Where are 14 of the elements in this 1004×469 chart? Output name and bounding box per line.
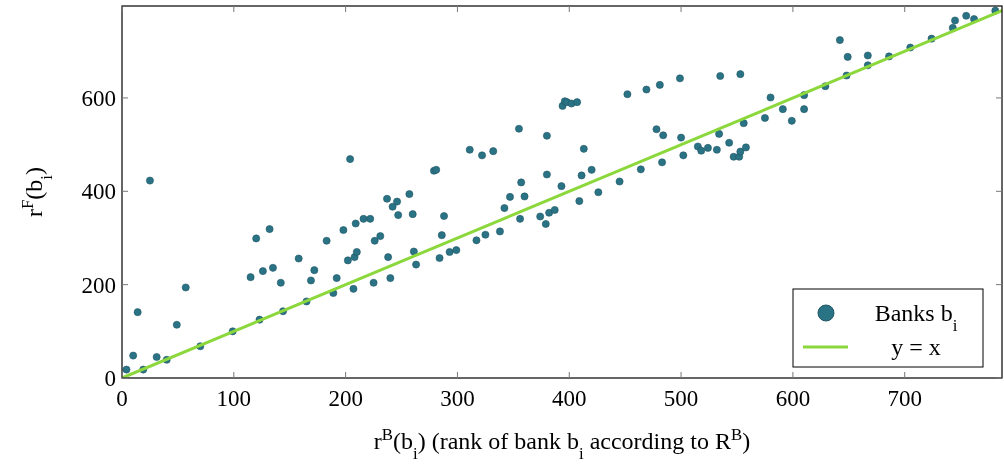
x-tick-label: 600 <box>775 386 811 411</box>
legend-label: y = x <box>891 334 941 360</box>
y-tick-label: 200 <box>81 272 116 298</box>
y-tick-label: 0 <box>104 366 116 391</box>
x-tick-label: 400 <box>552 386 587 411</box>
x-tick-label: 300 <box>440 386 475 411</box>
x-tick-label: 500 <box>663 386 699 411</box>
x-tick-label: 700 <box>887 386 922 411</box>
y-tick-label: 600 <box>81 85 116 111</box>
y-tick-label: 400 <box>81 179 116 205</box>
x-tick-label: 200 <box>328 386 363 411</box>
legend-label: Banks b$_{i}$ <box>874 300 958 335</box>
text: r$^{B}$(b$_{i}$) (rank of bank b$_{i}$ according to R$^{B}$) <box>373 424 751 463</box>
x-tick-label: 100 <box>216 386 252 411</box>
